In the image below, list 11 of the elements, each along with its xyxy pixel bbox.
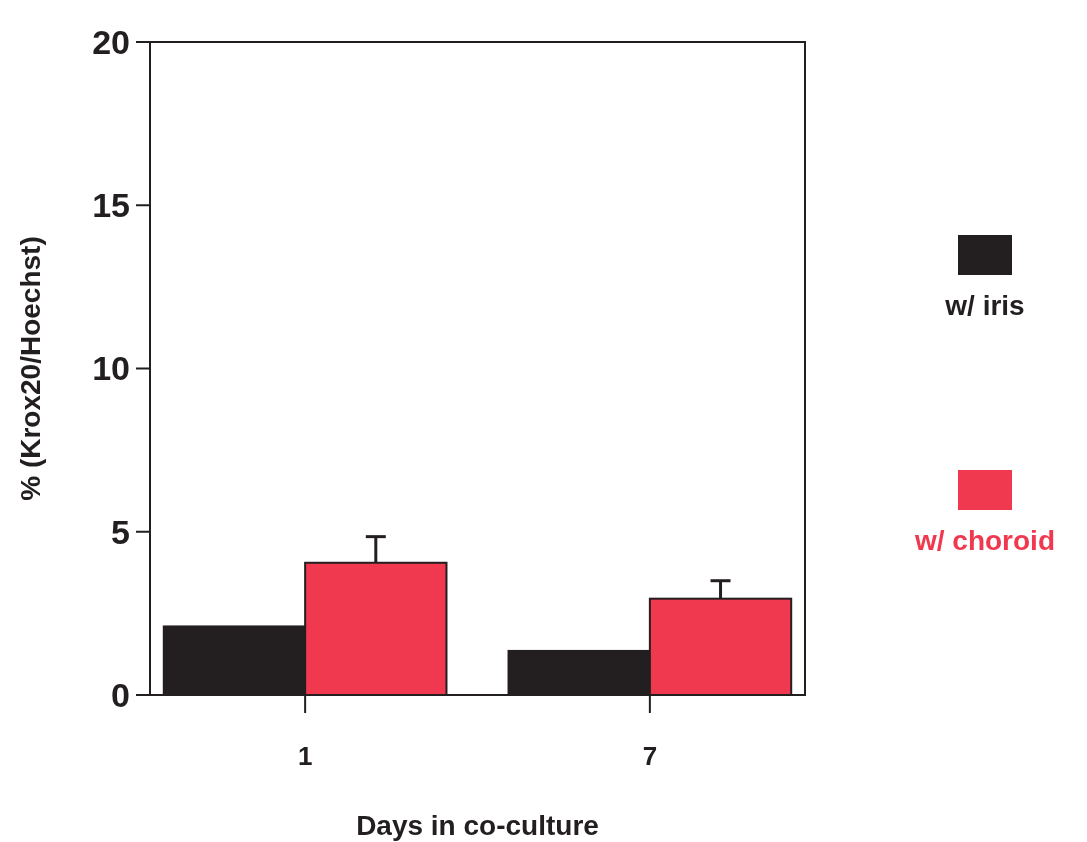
- y-tick-label: 15: [92, 186, 130, 225]
- y-axis-title: % (Krox20/Hoechst): [15, 236, 46, 501]
- x-axis-title: Days in co-culture: [356, 810, 599, 841]
- y-tick-label: 10: [92, 349, 130, 388]
- y-tick-label: 20: [92, 22, 130, 61]
- x-tick-label: 1: [297, 741, 313, 771]
- legend-label: w/ iris: [944, 290, 1025, 321]
- legend-label: w/ choroid: [914, 525, 1055, 556]
- y-tick-label: 0: [111, 675, 130, 714]
- y-tick-label: 5: [111, 512, 130, 551]
- x-tick-label: 7: [642, 741, 658, 771]
